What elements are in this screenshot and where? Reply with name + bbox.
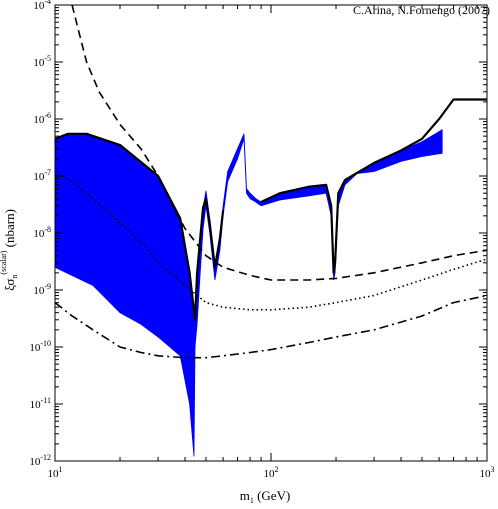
y-tick-base: 10 <box>33 0 45 12</box>
series-upper-envelope <box>55 132 225 321</box>
y-tick-base: 10 <box>33 171 45 183</box>
series-dotted-curve <box>55 170 487 311</box>
x-tick-exp: 1 <box>59 465 63 474</box>
y-tick-exp: -11 <box>41 396 51 405</box>
y-tick-base: 10 <box>33 57 45 69</box>
y-tick-exp: -7 <box>44 168 51 177</box>
y-tick-base: 10 <box>30 399 42 411</box>
y-tick-label: 10-11 <box>30 396 51 411</box>
y-tick-exp: -5 <box>44 54 51 63</box>
y-axis-label-unit: (nbarn) <box>2 209 17 251</box>
x-axis-label-main: m <box>240 488 250 503</box>
y-axis-label-main: ξσ <box>2 279 17 291</box>
series-layer <box>55 5 487 457</box>
y-tick-exp: -9 <box>44 282 51 291</box>
series-dashed-curve <box>71 5 487 281</box>
y-tick-base: 10 <box>33 285 45 297</box>
x-tick-exp: 3 <box>491 465 495 474</box>
y-axis-label-sup: (scalar) <box>0 250 8 274</box>
series-upper-envelope-2 <box>260 98 487 274</box>
ticks-layer <box>54 5 487 462</box>
y-tick-label: 10-12 <box>29 453 51 468</box>
y-tick-label: 10-8 <box>33 225 51 240</box>
x-axis-label-sub: 1 <box>250 496 254 505</box>
y-tick-label: 10-9 <box>33 282 51 297</box>
y-axis-label: ξσn(scalar) (nbarn) <box>0 209 19 291</box>
x-axis-label-unit: (GeV) <box>254 488 290 503</box>
y-tick-base: 10 <box>29 456 41 468</box>
x-tick-label: 102 <box>264 465 279 480</box>
y-tick-label: 10-5 <box>33 54 51 69</box>
x-tick-label: 101 <box>48 465 63 480</box>
y-tick-label: 10-6 <box>33 111 51 126</box>
y-tick-label: 10-7 <box>33 168 51 183</box>
y-tick-label: 10-10 <box>29 339 51 354</box>
x-tick-exp: 2 <box>275 465 279 474</box>
y-tick-exp: -8 <box>44 225 51 234</box>
y-tick-exp: -4 <box>44 0 51 6</box>
y-tick-exp: -6 <box>44 111 51 120</box>
x-tick-base: 10 <box>48 468 60 480</box>
x-tick-label: 103 <box>480 465 495 480</box>
y-tick-exp: -12 <box>40 453 51 462</box>
y-tick-base: 10 <box>33 114 45 126</box>
y-tick-exp: -10 <box>40 339 51 348</box>
y-tick-label: 10-4 <box>33 0 51 12</box>
y-tick-base: 10 <box>29 342 41 354</box>
credit-label: C.Arina, N.Fornengo (2007) <box>353 3 490 17</box>
y-tick-base: 10 <box>33 228 45 240</box>
x-tick-base: 10 <box>480 468 492 480</box>
y-axis-label-sub: n <box>10 275 19 279</box>
labels-layer: 101 102 10310-1210-1110-1010-910-810-710-6… <box>29 0 494 480</box>
x-tick-base: 10 <box>264 468 276 480</box>
x-axis-label: m1 (GeV) <box>240 488 291 505</box>
